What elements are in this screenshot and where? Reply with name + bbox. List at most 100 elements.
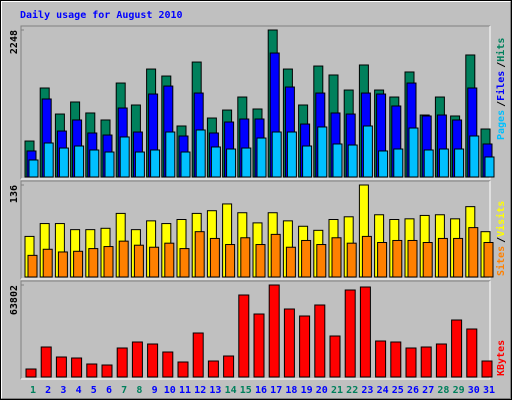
bar (118, 240, 129, 278)
legend-entry: Sites (495, 246, 507, 276)
x-tick-label: 28 (437, 385, 449, 396)
bar (270, 233, 281, 278)
bar (207, 360, 219, 378)
x-tick-label: 8 (136, 385, 142, 396)
bar (408, 127, 419, 178)
bar (256, 137, 267, 178)
bar (71, 357, 83, 378)
x-tick-label: 19 (301, 385, 313, 396)
x-tick-label: 22 (346, 385, 358, 396)
legend: Pages/Files/Hits (495, 38, 507, 140)
legend-entry: Hits (495, 38, 507, 62)
bar (314, 304, 326, 378)
y-tick-label: 2248 (9, 30, 20, 54)
bar (407, 239, 418, 278)
bar (451, 319, 463, 378)
y-tick-label: 136 (9, 185, 20, 203)
x-tick-label: 13 (209, 385, 221, 396)
bar (361, 235, 372, 278)
bar (165, 131, 176, 178)
legend-entry: Visits (495, 201, 507, 237)
bar (225, 244, 236, 278)
bar (119, 136, 130, 178)
bar (268, 284, 280, 378)
x-tick-label: 31 (483, 385, 495, 396)
bar (375, 340, 387, 378)
bar (192, 332, 204, 378)
bar (483, 242, 494, 278)
panel-bevel-dark (20, 180, 490, 279)
bar (149, 246, 160, 278)
bar (73, 250, 84, 278)
bar (454, 148, 465, 178)
bar (302, 145, 313, 178)
bar (86, 363, 98, 378)
bar (42, 248, 53, 278)
bar (329, 335, 341, 378)
x-tick-label: 26 (407, 385, 419, 396)
bar (27, 254, 38, 278)
bar (331, 237, 342, 278)
x-tick-label: 7 (121, 385, 127, 396)
bar (40, 346, 52, 378)
x-tick-label: 27 (422, 385, 434, 396)
bar (238, 294, 250, 378)
bar (390, 341, 402, 378)
x-tick-label: 11 (179, 385, 191, 396)
panel-bevel-light (21, 281, 491, 380)
x-tick-label: 1 (30, 385, 36, 396)
x-tick-label: 12 (194, 385, 206, 396)
bar (164, 242, 175, 278)
bar (286, 131, 297, 178)
x-tick-label: 25 (392, 385, 404, 396)
bar (55, 356, 67, 378)
panel-bevel-dark (20, 25, 490, 179)
bar (180, 151, 191, 178)
bar (147, 343, 159, 378)
legend-entry: Files (495, 71, 507, 101)
bar (481, 360, 493, 378)
bar (392, 239, 403, 278)
bar (43, 142, 54, 178)
legend-separator: / (496, 237, 507, 243)
bar (271, 131, 282, 178)
x-tick-label: 4 (76, 385, 82, 396)
bar (466, 328, 478, 378)
x-tick-label: 21 (331, 385, 343, 396)
bar (195, 129, 206, 178)
bar (344, 289, 356, 378)
legend-entry: Pages (496, 110, 507, 140)
panel-bevel-dark (20, 280, 490, 379)
bar (133, 244, 144, 278)
bar (283, 308, 295, 378)
x-tick-label: 14 (225, 385, 237, 396)
bar (177, 361, 189, 378)
bar (241, 147, 252, 178)
bar (405, 347, 417, 378)
bar (116, 347, 128, 378)
bar (378, 150, 389, 178)
bar (435, 343, 447, 378)
bar (359, 286, 371, 378)
bar (162, 351, 174, 378)
bar (103, 246, 114, 278)
bar (347, 144, 358, 178)
bar (484, 156, 495, 178)
bar (57, 251, 68, 278)
bar (253, 313, 265, 378)
x-tick-label: 24 (377, 385, 389, 396)
bar (209, 237, 220, 278)
bar (210, 146, 221, 178)
bar (194, 231, 205, 278)
x-tick-label: 3 (60, 385, 66, 396)
bar (150, 149, 161, 178)
x-tick-label: 29 (453, 385, 465, 396)
legend: KBytes (496, 340, 507, 376)
x-tick-label: 5 (91, 385, 97, 396)
bar (104, 151, 115, 178)
bar (226, 148, 237, 178)
bar (377, 242, 388, 278)
bar (285, 246, 296, 278)
